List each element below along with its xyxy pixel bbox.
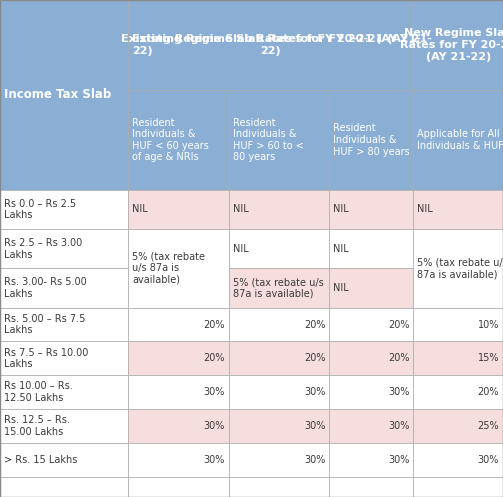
Bar [229,308,329,341]
Bar [329,409,413,443]
Bar [0,308,128,341]
Text: > Rs. 15 Lakhs: > Rs. 15 Lakhs [4,455,77,465]
Bar [229,229,329,268]
Bar [229,477,329,497]
Bar [413,375,503,409]
Bar [413,229,503,308]
Text: Rs. 5.00 – Rs 7.5
Lakhs: Rs. 5.00 – Rs 7.5 Lakhs [4,314,86,335]
Bar [0,375,128,409]
Text: 5% (tax rebate u/s
87a is available): 5% (tax rebate u/s 87a is available) [417,257,503,279]
Text: Resident
Individuals &
HUF > 60 to <
80 years: Resident Individuals & HUF > 60 to < 80 … [233,117,304,163]
Bar [128,229,229,308]
Bar [229,375,329,409]
Bar [329,90,413,190]
Bar [329,477,413,497]
Bar [229,268,329,308]
Text: NIL: NIL [132,204,148,215]
Bar [229,409,329,443]
Text: 30%: 30% [388,455,409,465]
Bar [413,443,503,477]
Text: Rs. 3.00- Rs 5.00
Lakhs: Rs. 3.00- Rs 5.00 Lakhs [4,277,87,299]
Bar [329,308,413,341]
Text: 30%: 30% [204,455,225,465]
Text: Rs. 12.5 – Rs.
15.00 Lakhs: Rs. 12.5 – Rs. 15.00 Lakhs [4,415,70,437]
Text: 20%: 20% [304,320,325,330]
Text: Existing Regime Slab Rates for FY 20-21 (AY 21-
22): Existing Regime Slab Rates for FY 20-21 … [121,34,421,56]
Text: 20%: 20% [388,320,409,330]
Text: 20%: 20% [477,387,499,397]
Bar [0,190,128,229]
Text: Resident
Individuals &
HUF < 60 years
of age & NRIs: Resident Individuals & HUF < 60 years of… [132,117,209,163]
Text: 30%: 30% [478,455,499,465]
Text: NIL: NIL [233,244,248,254]
Text: Rs 2.5 – Rs 3.00
Lakhs: Rs 2.5 – Rs 3.00 Lakhs [4,238,82,259]
Bar [229,190,329,229]
Text: NIL: NIL [233,204,248,215]
Text: NIL: NIL [333,244,349,254]
Bar [329,229,413,268]
Bar [229,341,329,375]
Bar [128,341,229,375]
Bar [413,308,503,341]
Text: NIL: NIL [333,204,349,215]
Bar [329,268,413,308]
Bar [413,477,503,497]
Bar [413,190,503,229]
Bar [0,268,128,308]
Text: 25%: 25% [477,421,499,431]
Text: Income Tax Slab: Income Tax Slab [4,88,111,101]
Bar [329,443,413,477]
Bar [128,375,229,409]
Text: 20%: 20% [388,353,409,363]
Bar [128,190,229,229]
Bar [0,409,128,443]
Text: 30%: 30% [388,421,409,431]
Bar [329,341,413,375]
Bar [0,477,128,497]
Text: 30%: 30% [304,421,325,431]
Text: 15%: 15% [477,353,499,363]
Bar [128,409,229,443]
Bar [329,375,413,409]
Bar [413,341,503,375]
Text: 20%: 20% [203,353,225,363]
Bar [128,477,229,497]
Text: NIL: NIL [417,204,433,215]
Bar [0,229,128,268]
Bar [0,0,128,190]
Text: 20%: 20% [203,320,225,330]
Text: Rs 0.0 – Rs 2.5
Lakhs: Rs 0.0 – Rs 2.5 Lakhs [4,199,76,220]
Bar [0,341,128,375]
Bar [128,0,413,90]
Bar [128,308,229,341]
Text: Resident
Individuals &
HUF > 80 years: Resident Individuals & HUF > 80 years [333,123,410,157]
Text: 30%: 30% [304,387,325,397]
Text: Rs 7.5 – Rs 10.00
Lakhs: Rs 7.5 – Rs 10.00 Lakhs [4,347,89,369]
Bar [329,190,413,229]
Text: 5% (tax rebate u/s
87a is available): 5% (tax rebate u/s 87a is available) [233,277,323,299]
Text: 5% (tax rebate
u/s 87a is
available): 5% (tax rebate u/s 87a is available) [132,252,205,285]
Text: Applicable for All
Individuals & HUF: Applicable for All Individuals & HUF [417,129,503,151]
Text: Existing Regime Slab Rates for FY 20-21 (AY 21-
22): Existing Regime Slab Rates for FY 20-21 … [132,34,432,56]
Bar [128,443,229,477]
Text: New Regime Slab
Rates for FY 20-21
(AY 21-22): New Regime Slab Rates for FY 20-21 (AY 2… [400,28,503,62]
Text: 30%: 30% [388,387,409,397]
Bar [413,409,503,443]
Text: 30%: 30% [204,387,225,397]
Text: NIL: NIL [333,283,349,293]
Text: Rs 10.00 – Rs.
12.50 Lakhs: Rs 10.00 – Rs. 12.50 Lakhs [4,381,73,403]
Bar [128,90,229,190]
Text: 10%: 10% [478,320,499,330]
Bar [229,90,329,190]
Text: 20%: 20% [304,353,325,363]
Bar [413,0,503,90]
Text: 30%: 30% [304,455,325,465]
Bar [229,443,329,477]
Text: 30%: 30% [204,421,225,431]
Bar [413,90,503,190]
Bar [0,443,128,477]
